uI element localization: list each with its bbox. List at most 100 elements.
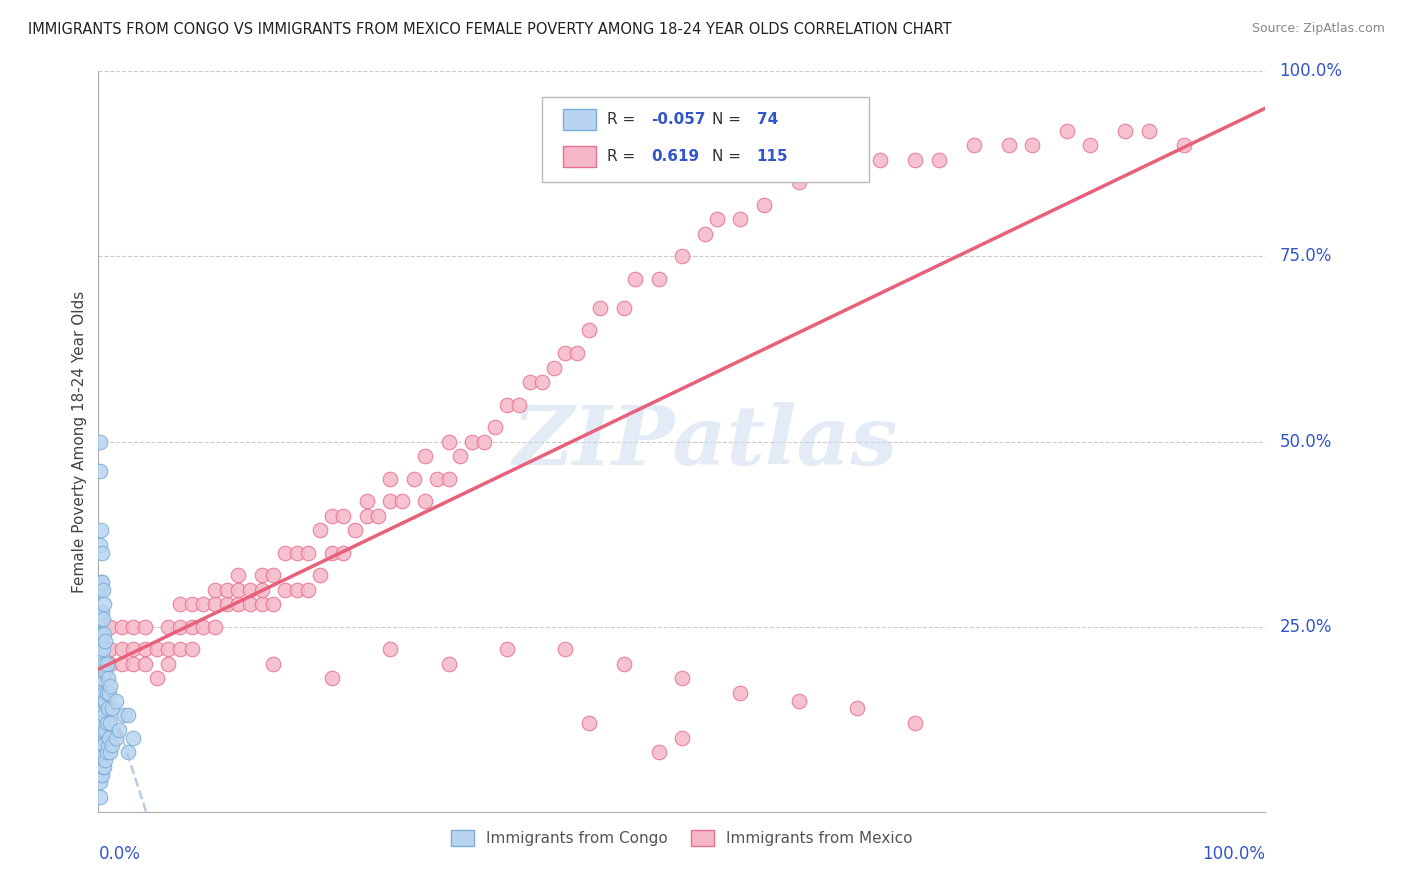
Point (204, 619, 226, 633)
Text: 0.0%: 0.0% (98, 845, 141, 863)
Point (332, 546, 354, 560)
Point (117, 708, 139, 723)
Point (98, 679, 121, 693)
Point (94, 694, 117, 708)
Text: R =: R = (607, 112, 640, 127)
Point (89, 582, 111, 597)
Text: N =: N = (713, 149, 747, 164)
Point (90, 679, 112, 693)
Point (811, 153, 834, 168)
Text: Source: ZipAtlas.com: Source: ZipAtlas.com (1251, 22, 1385, 36)
Point (90, 746, 112, 760)
Point (90, 701, 112, 715)
Point (472, 434, 495, 449)
Point (671, 731, 693, 745)
Point (93, 686, 115, 700)
Point (94, 723, 117, 738)
Point (321, 508, 343, 523)
Point (496, 398, 519, 412)
Point (101, 701, 124, 715)
Point (380, 641, 402, 656)
Point (134, 619, 156, 633)
Point (122, 657, 145, 671)
Point (169, 619, 191, 633)
Point (134, 641, 156, 656)
Point (274, 546, 297, 560)
Point (1137, 123, 1160, 137)
Y-axis label: Female Poverty Among 18-24 Year Olds: Female Poverty Among 18-24 Year Olds (72, 291, 87, 592)
Point (90, 634, 112, 648)
Point (89, 612, 111, 626)
Point (108, 723, 131, 738)
Point (391, 493, 413, 508)
FancyBboxPatch shape (541, 97, 869, 183)
Point (98, 715, 121, 730)
Point (437, 657, 460, 671)
Point (91, 760, 114, 774)
Point (122, 731, 145, 745)
Point (449, 450, 471, 464)
Point (565, 345, 588, 359)
Point (1173, 138, 1195, 153)
Point (250, 582, 273, 597)
Point (578, 715, 600, 730)
Point (437, 434, 460, 449)
Text: 0.619: 0.619 (651, 149, 700, 164)
Point (97, 731, 120, 745)
Text: N =: N = (713, 112, 747, 127)
Point (1080, 138, 1102, 153)
Point (193, 619, 215, 633)
Text: IMMIGRANTS FROM CONGO VS IMMIGRANTS FROM MEXICO FEMALE POVERTY AMONG 18-24 YEAR : IMMIGRANTS FROM CONGO VS IMMIGRANTS FROM… (28, 22, 952, 37)
Point (671, 672, 693, 686)
Point (98, 746, 121, 760)
Point (228, 582, 250, 597)
Point (169, 641, 191, 656)
Point (89, 775, 111, 789)
Point (962, 138, 984, 153)
Point (97, 672, 120, 686)
Point (904, 715, 927, 730)
Point (112, 708, 135, 723)
Point (111, 619, 134, 633)
Point (297, 546, 319, 560)
Point (90, 605, 112, 619)
Point (193, 598, 215, 612)
Point (285, 582, 308, 597)
Text: 100.0%: 100.0% (1202, 845, 1265, 863)
Point (554, 345, 576, 359)
Point (647, 746, 669, 760)
Point (90, 767, 112, 781)
Point (437, 471, 460, 485)
Point (787, 175, 810, 190)
Point (332, 508, 354, 523)
Point (228, 567, 250, 582)
Point (1114, 123, 1136, 137)
Point (91, 664, 114, 678)
Point (846, 701, 869, 715)
Point (93, 657, 115, 671)
Point (89, 731, 111, 745)
Point (367, 508, 389, 523)
Text: 75.0%: 75.0% (1279, 247, 1331, 266)
Point (180, 598, 202, 612)
Point (904, 153, 927, 168)
Point (89, 434, 111, 449)
Point (104, 694, 127, 708)
Point (413, 450, 436, 464)
Point (730, 212, 752, 227)
Point (356, 493, 378, 508)
Point (93, 760, 115, 774)
Text: 50.0%: 50.0% (1279, 433, 1331, 450)
Point (613, 657, 636, 671)
Point (589, 301, 612, 316)
Point (97, 701, 120, 715)
Point (94, 753, 117, 767)
Point (496, 641, 519, 656)
Point (90, 524, 112, 538)
Point (91, 612, 114, 626)
Point (671, 250, 693, 264)
Point (869, 153, 891, 168)
Point (89, 641, 111, 656)
Point (96, 657, 118, 671)
Point (90, 767, 112, 781)
